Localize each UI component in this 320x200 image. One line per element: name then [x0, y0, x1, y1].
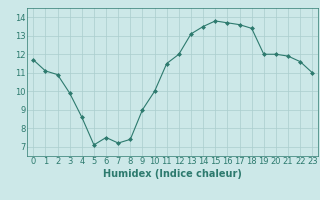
X-axis label: Humidex (Indice chaleur): Humidex (Indice chaleur) [103, 169, 242, 179]
